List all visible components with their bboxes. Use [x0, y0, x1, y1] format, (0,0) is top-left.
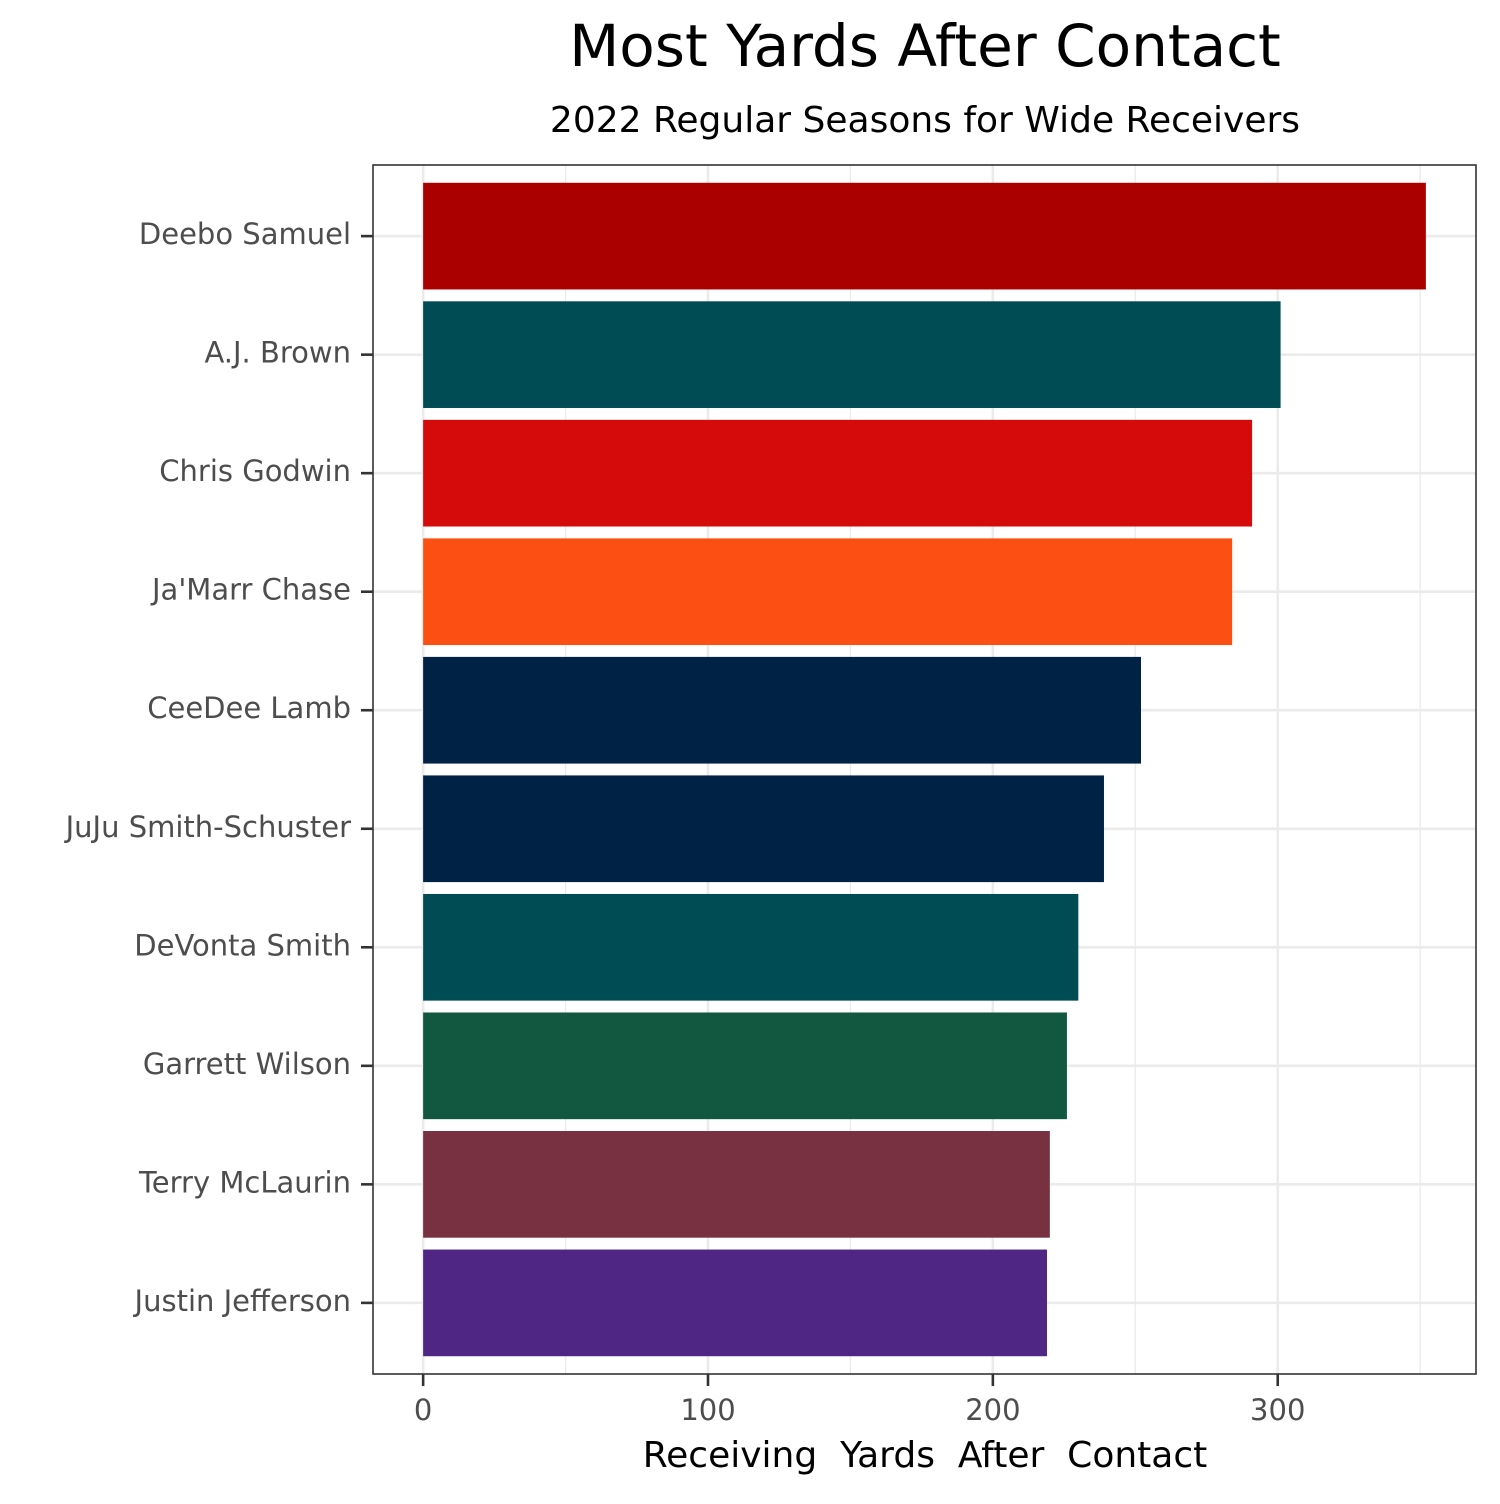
y-tick-label: DeVonta Smith	[134, 928, 351, 962]
bars	[423, 182, 1426, 1357]
x-tick-label: 300	[1250, 1393, 1305, 1427]
y-tick-label: Terry McLaurin	[138, 1165, 351, 1199]
y-tick-label: Justin Jefferson	[133, 1284, 351, 1318]
bar	[423, 538, 1233, 646]
x-tick-label: 200	[965, 1393, 1020, 1427]
bar	[423, 1131, 1050, 1238]
panel-border	[372, 164, 1477, 1375]
x-tick-label: 100	[680, 1393, 735, 1427]
x-axis-title: Receiving Yards After Contact	[643, 1435, 1208, 1476]
y-tick-label: Garrett Wilson	[143, 1047, 351, 1081]
x-tick-label: 0	[414, 1393, 432, 1427]
y-tick-label: Deebo Samuel	[139, 217, 351, 251]
bar	[423, 656, 1141, 764]
y-tick-label: JuJu Smith-Schuster	[64, 810, 351, 844]
axes: Deebo Samuel A.J. Brown Chris Godwin Ja'Mar…	[64, 217, 1306, 1427]
bar	[423, 893, 1079, 1001]
chart-title: Most Yards After Contact	[569, 12, 1281, 80]
bar	[423, 1249, 1047, 1357]
y-tick-label: Ja'Marr Chase	[150, 573, 351, 607]
y-tick-label: A.J. Brown	[204, 336, 351, 370]
y-tick-label: Chris Godwin	[159, 454, 351, 488]
bar	[423, 1012, 1067, 1120]
bar	[423, 419, 1253, 527]
y-tick-label: CeeDee Lamb	[147, 691, 351, 725]
bar	[423, 182, 1426, 290]
bar	[423, 301, 1281, 408]
chart-subtitle: 2022 Regular Seasons for Wide Receivers	[550, 100, 1300, 141]
bar	[423, 775, 1104, 883]
